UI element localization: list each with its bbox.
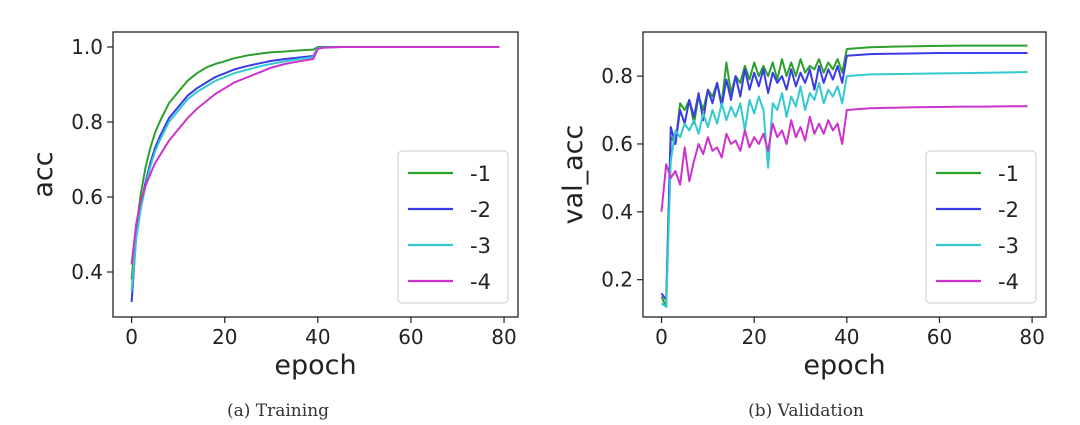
series-line-3: [660, 71, 1028, 308]
x-tick-label: 40: [305, 325, 330, 349]
series-line-2: [660, 52, 1028, 301]
series-line-4: [130, 46, 500, 265]
x-tick-label: 80: [1019, 325, 1044, 349]
x-tick-label: 20: [741, 325, 766, 349]
y-tick-label: 0.8: [71, 110, 103, 134]
x-tick-label: 60: [398, 325, 423, 349]
x-tick-label: 20: [212, 325, 237, 349]
legend-label-2: -2: [998, 198, 1019, 222]
y-axis-title: acc: [28, 151, 59, 197]
legend-label-3: -3: [998, 234, 1019, 258]
x-axis-title: epoch: [803, 350, 885, 381]
x-tick-label: 80: [491, 325, 516, 349]
legend-label-2: -2: [470, 198, 491, 222]
y-tick-label: 0.2: [601, 268, 633, 292]
x-tick-label: 0: [655, 325, 668, 349]
legend-box: [925, 150, 1037, 304]
chart-training: 0 20 40 60 80 0.4 0.6 0.8 1.0 epoch acc -1 -2 -3 -4 (a)…: [28, 31, 519, 421]
legend-label-4: -4: [998, 270, 1019, 294]
plot-frame: [642, 31, 1047, 318]
figure-caption: (a) Training: [227, 401, 329, 421]
x-tick-label: 0: [125, 325, 138, 349]
x-tick-label: 40: [834, 325, 859, 349]
legend-label-1: -1: [470, 162, 491, 186]
legend-label-3: -3: [470, 234, 491, 258]
y-tick-label: 0.8: [601, 64, 633, 88]
legend-label-4: -4: [470, 270, 491, 294]
legend: -1 -2 -3 -4: [397, 150, 509, 304]
plot-frame: [112, 31, 519, 318]
y-tick-label: 1.0: [71, 35, 103, 59]
series-line-4: [660, 105, 1028, 212]
legend-box: [397, 150, 509, 304]
x-tick-label: 60: [927, 325, 952, 349]
y-tick-label: 0.6: [601, 132, 633, 156]
y-tick-label: 0.6: [71, 185, 103, 209]
y-tick-label: 0.4: [601, 200, 633, 224]
legend: -1 -2 -3 -4: [925, 150, 1037, 304]
figure-caption: (b) Validation: [748, 401, 864, 421]
y-axis-title: val_acc: [558, 125, 589, 225]
x-axis-title: epoch: [274, 350, 356, 381]
y-tick-label: 0.4: [71, 260, 103, 284]
legend-label-1: -1: [998, 162, 1019, 186]
